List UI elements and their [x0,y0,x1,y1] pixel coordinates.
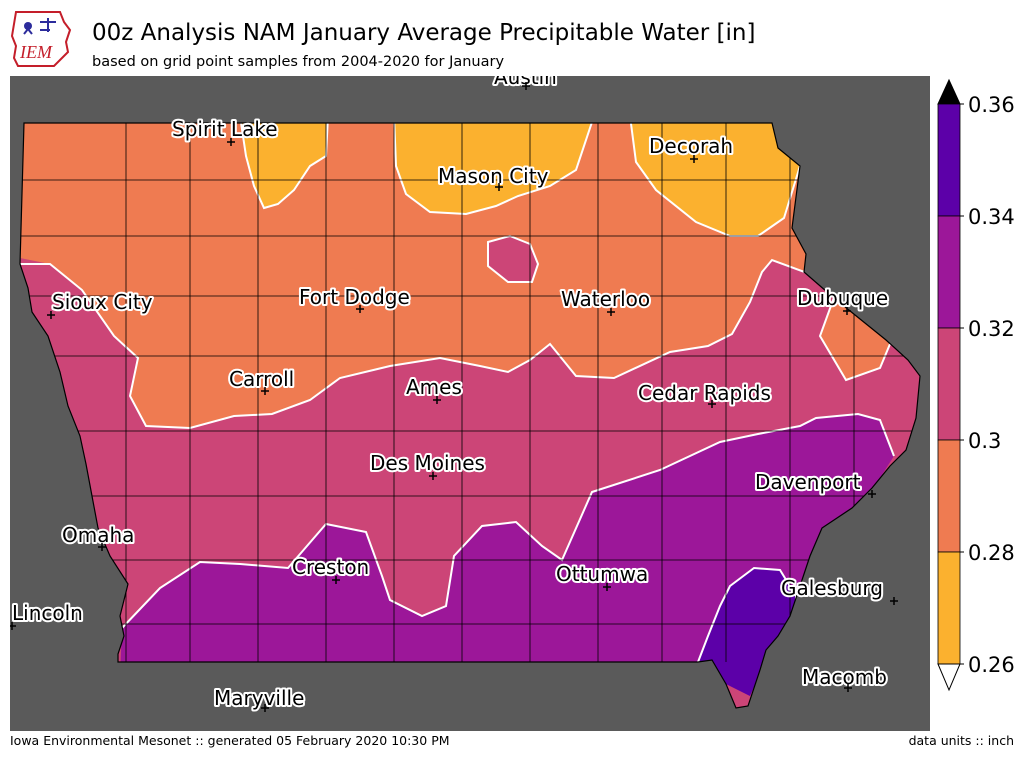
colorbar-bin-030-032 [937,327,961,441]
svg-text:Waterloo: Waterloo [561,287,650,311]
svg-text:Sioux City: Sioux City [52,290,153,314]
svg-text:Ottumwa: Ottumwa [556,562,648,586]
iem-logo: IEM [10,11,72,67]
svg-text:Omaha: Omaha [62,523,134,547]
city-lincoln: Lincoln [10,599,85,630]
city-galesburg: Galesburg [779,574,898,605]
svg-text:Cedar Rapids: Cedar Rapids [638,381,771,405]
city-spirit-lake: Spirit Lake [170,115,280,146]
city-austin: Austin [492,76,559,91]
region-lt028-spirit-lake [240,123,328,208]
city-des-moines: Des Moines [368,449,487,480]
city-ottumwa: Ottumwa [554,560,650,591]
svg-text:Galesburg: Galesburg [781,576,883,600]
city-decorah: Decorah [647,132,735,163]
logo-text: IEM [19,42,53,62]
svg-text:Lincoln: Lincoln [12,601,83,625]
colorbar-over-arrow [937,78,961,105]
svg-text:Maryville: Maryville [214,686,304,710]
region-lt028-decorah [630,123,800,236]
city-creston: Creston [290,553,371,584]
svg-text:Fort Dodge: Fort Dodge [299,285,410,309]
svg-text:Ames: Ames [406,375,462,399]
svg-text:Macomb: Macomb [802,665,887,689]
footer-credit: Iowa Environmental Mesonet :: generated … [10,733,450,748]
city-cedar-rapids: Cedar Rapids [636,379,773,408]
colorbar-tick: 0.34 [968,205,1015,229]
city-maryville: Maryville [212,684,306,712]
colorbar-tick: 0.32 [968,317,1015,341]
region-lt028-mason-city [394,123,594,214]
city-fort-dodge: Fort Dodge [297,283,412,313]
city-dubuque: Dubuque [795,284,890,315]
city-markers: Austin Spirit Lake Mason City Decorah Si… [10,76,898,712]
city-ames: Ames [404,373,464,404]
city-macomb: Macomb [800,663,889,692]
colorbar-tick: 0.3 [968,429,1001,453]
colorbar-bin-026-028 [937,551,961,665]
city-sioux-city: Sioux City [47,288,155,319]
weather-icon [24,22,32,30]
svg-text:Des Moines: Des Moines [370,451,485,475]
city-waterloo: Waterloo [559,285,652,316]
map-subtitle: based on grid point samples from 2004-20… [92,54,505,70]
colorbar-bin-032-034 [937,215,961,329]
svg-text:Mason City: Mason City [438,164,549,188]
map-title: 00z Analysis NAM January Average Precipi… [92,20,756,46]
region-gt034 [698,568,796,696]
svg-text:Creston: Creston [292,555,369,579]
colorbar-under-arrow [937,663,961,692]
colorbar-bin-028-030 [937,439,961,553]
region-032-034 [120,414,894,696]
city-davenport: Davenport [753,468,876,498]
county-borders [20,123,920,662]
colorbar: 0.36 0.34 0.32 0.3 0.28 0.26 [937,78,1015,692]
city-mason-city: Mason City [436,162,551,191]
svg-text:Spirit Lake: Spirit Lake [172,117,278,141]
svg-text:Carroll: Carroll [229,367,294,391]
svg-text:Decorah: Decorah [649,134,733,158]
city-carroll: Carroll [227,365,296,395]
colorbar-tick: 0.28 [968,541,1015,565]
svg-text:Davenport: Davenport [755,470,861,494]
iowa-precip-map: Austin Spirit Lake Mason City Decorah Si… [10,76,930,731]
city-omaha: Omaha [60,521,136,551]
svg-text:Dubuque: Dubuque [797,286,888,310]
colorbar-tick: 0.36 [968,93,1015,117]
colorbar-bin-034-036 [937,103,961,217]
colorbar-tick: 0.26 [968,653,1015,677]
region-030-032-island [488,236,538,282]
footer-units: data units :: inch [908,733,1014,748]
